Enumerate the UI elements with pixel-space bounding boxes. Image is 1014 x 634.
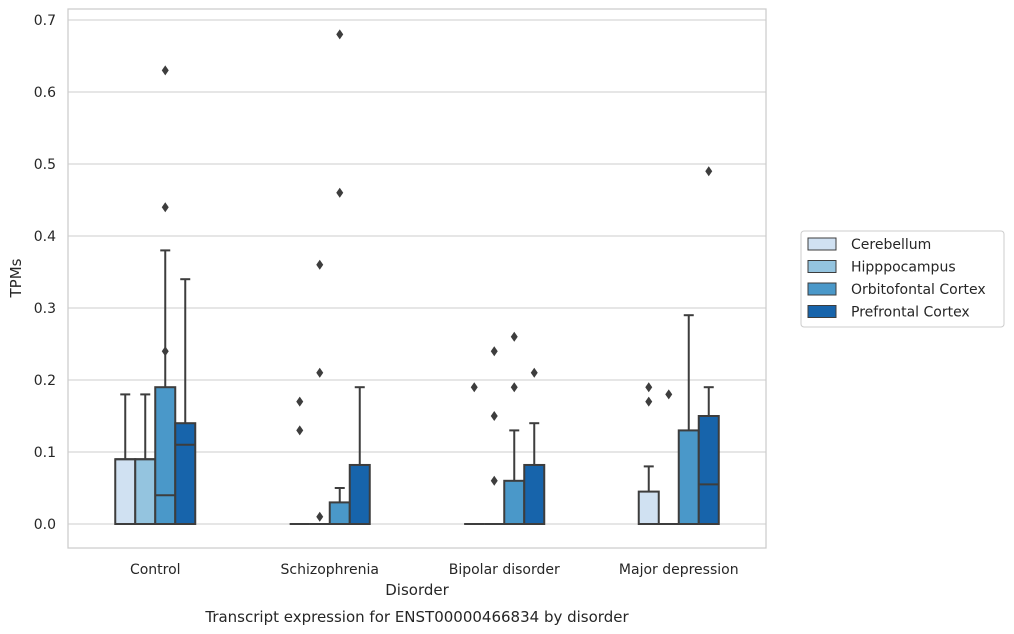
- box-group: [348, 386, 371, 525]
- legend-swatch: [807, 237, 837, 251]
- legend-swatch: [807, 260, 837, 273]
- box-group: [484, 346, 505, 525]
- outlier-point: [490, 475, 498, 486]
- box-group: [697, 166, 720, 525]
- outlier-point: [665, 389, 673, 400]
- box-group: [174, 278, 197, 526]
- box-group: [114, 393, 137, 526]
- outlier-point: [316, 259, 324, 270]
- box: [348, 463, 371, 525]
- x-tick-label: Major depression: [619, 562, 739, 578]
- y-tick-label: 0.2: [34, 373, 56, 389]
- y-tick-label: 0.0: [34, 517, 56, 533]
- y-axis-title: TPMs: [7, 258, 25, 298]
- box-group: [658, 389, 679, 525]
- y-axis-ticks: 0.0 0.1 0.2 0.3 0.4 0.5 0.6 0.7: [34, 13, 56, 533]
- legend-label: Cerebellum: [851, 237, 931, 253]
- outlier-point: [490, 346, 498, 357]
- box: [154, 386, 177, 526]
- outlier-point: [645, 382, 653, 393]
- box: [134, 458, 157, 526]
- box-group: [637, 382, 660, 526]
- outlier-point: [510, 331, 518, 342]
- outlier-point: [336, 187, 344, 198]
- y-tick-label: 0.7: [34, 13, 56, 29]
- legend-item: Orbitofontal Cortex: [807, 282, 986, 298]
- legend-swatch: [807, 305, 837, 318]
- outlier-point: [316, 511, 324, 522]
- box: [174, 422, 197, 526]
- box-group: [328, 29, 351, 525]
- outlier-point: [316, 367, 324, 378]
- box-group: [309, 259, 330, 525]
- box-group: [154, 65, 177, 526]
- chart-caption: Transcript expression for ENST0000046683…: [204, 608, 629, 626]
- outlier-point: [161, 202, 169, 213]
- legend-item: Cerebellum: [807, 237, 931, 253]
- outlier-point: [705, 166, 713, 177]
- box-group: [464, 382, 485, 525]
- box: [523, 463, 546, 525]
- box-group: [677, 314, 700, 525]
- x-tick-label: Schizophrenia: [281, 562, 379, 578]
- box: [637, 490, 660, 526]
- box-group: [523, 367, 546, 525]
- box: [328, 501, 351, 525]
- legend: Cerebellum Hipppocampus Orbitofontal Corte…: [800, 230, 1005, 328]
- box-group: [134, 393, 157, 526]
- y-tick-label: 0.5: [34, 157, 56, 173]
- y-tick-label: 0.1: [34, 445, 56, 461]
- box: [677, 429, 700, 525]
- legend-label: Hipppocampus: [851, 260, 956, 276]
- outlier-point: [161, 65, 169, 76]
- outlier-point: [530, 367, 538, 378]
- outlier-point: [296, 396, 304, 407]
- outlier-point: [645, 396, 653, 407]
- y-tick-label: 0.3: [34, 301, 56, 317]
- legend-item: Hipppocampus: [807, 260, 956, 276]
- x-tick-label: Control: [130, 562, 181, 578]
- plot-frame: [67, 8, 767, 549]
- outlier-point: [161, 346, 169, 357]
- y-tick-label: 0.4: [34, 229, 56, 245]
- outlier-point: [490, 411, 498, 421]
- legend-swatch: [807, 282, 837, 296]
- box-group: [503, 331, 526, 525]
- outlier-point: [470, 382, 478, 393]
- outlier-point: [336, 29, 344, 40]
- y-tick-label: 0.6: [34, 85, 56, 101]
- legend-label: Orbitofontal Cortex: [851, 282, 986, 298]
- box-layer: [114, 29, 720, 526]
- box: [697, 415, 720, 525]
- x-axis-ticks: Control Schizophrenia Bipolar disorder Majo…: [130, 562, 739, 578]
- legend-frame: [800, 230, 1005, 328]
- box: [114, 458, 137, 526]
- x-tick-label: Bipolar disorder: [449, 562, 560, 578]
- box-group: [289, 396, 310, 525]
- x-axis-title: Disorder: [385, 581, 449, 599]
- legend-label: Prefrontal Cortex: [851, 305, 970, 321]
- legend-item: Prefrontal Cortex: [807, 305, 970, 321]
- box: [503, 479, 526, 525]
- outlier-point: [296, 425, 304, 436]
- outlier-point: [510, 382, 518, 393]
